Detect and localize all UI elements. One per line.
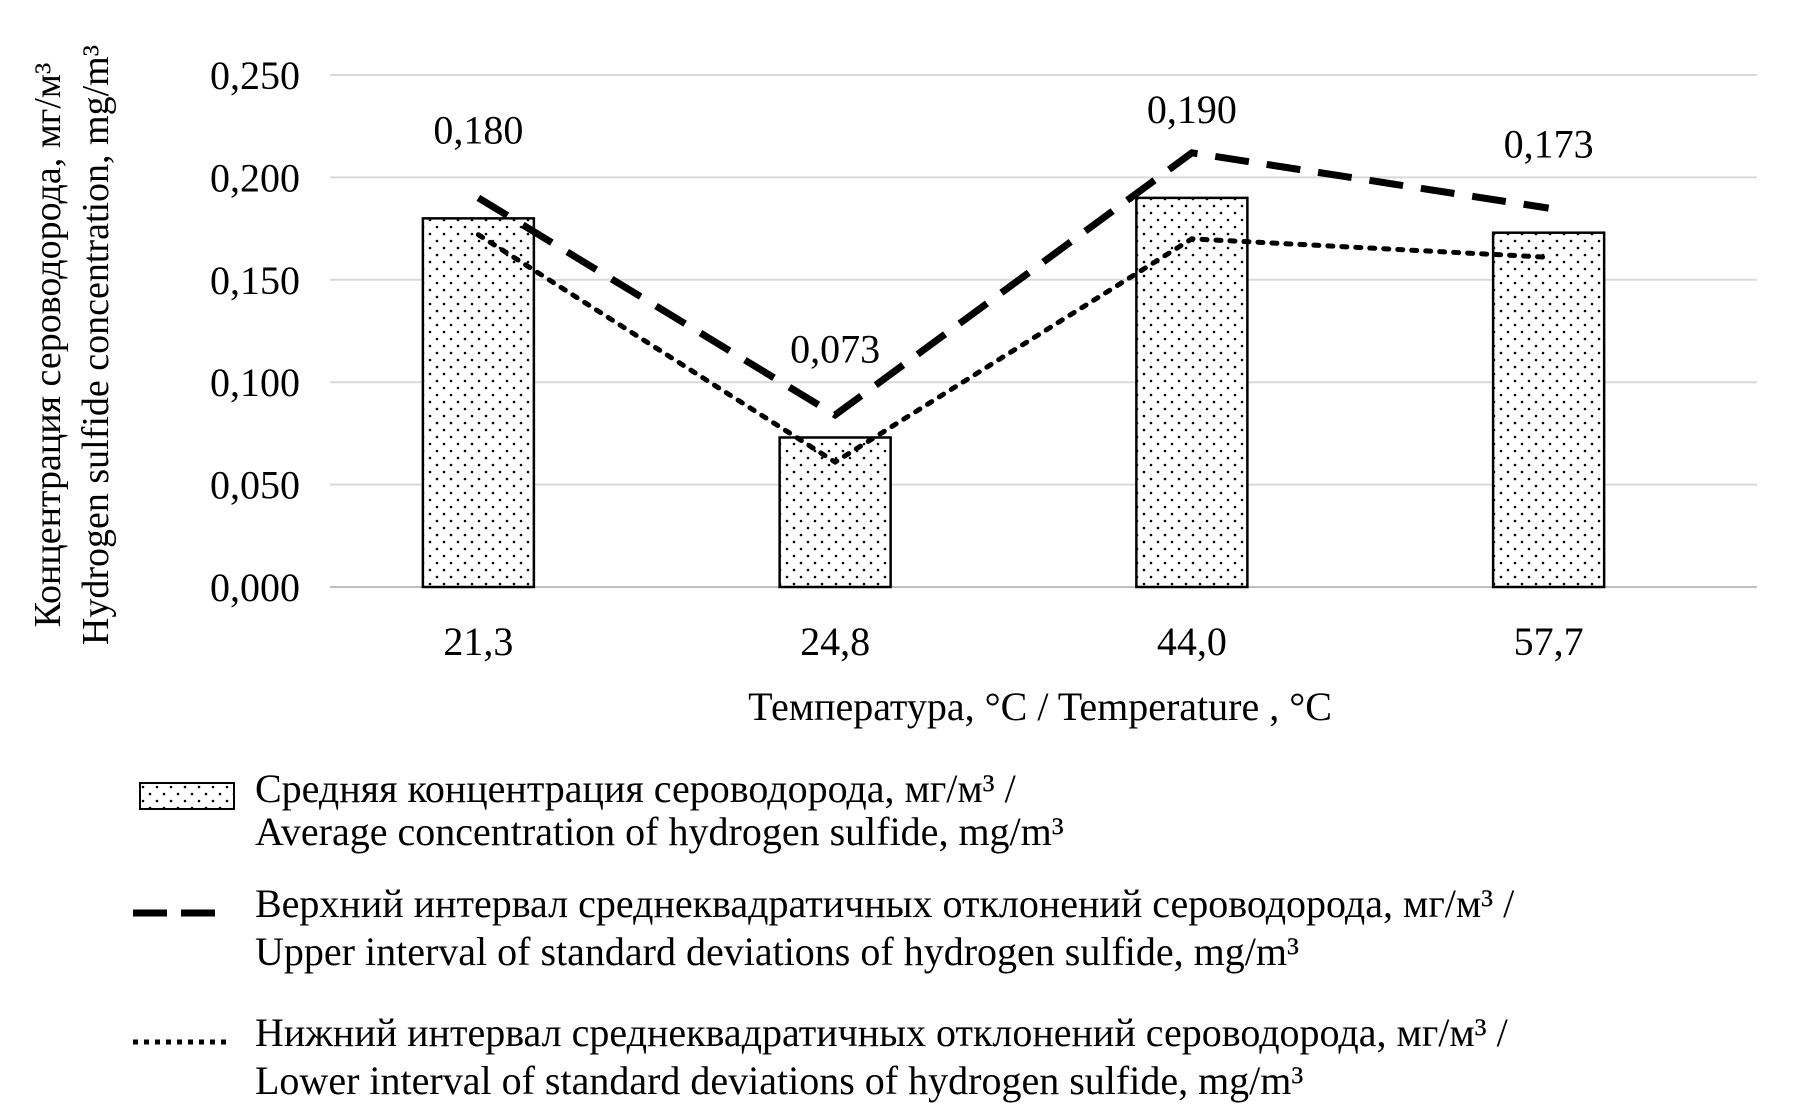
legend-item-lower: Нижний интервал среднеквадратичных откло…: [133, 1010, 1509, 1103]
legend-item-average: Средняя концентрация сероводорода, мг/м³…: [139, 766, 1064, 854]
data-label: 0,190: [1147, 87, 1237, 132]
legend-label: Average concentration of hydrogen sulfid…: [255, 809, 1064, 854]
legend-label: Нижний интервал среднеквадратичных откло…: [255, 1010, 1509, 1055]
data-label: 0,073: [790, 326, 880, 371]
x-tick-label: 44,0: [1157, 619, 1227, 664]
legend-label: Средняя концентрация сероводорода, мг/м³…: [255, 766, 1017, 811]
series-lines: [475, 149, 1552, 466]
data-label: 0,173: [1504, 122, 1594, 167]
legend-label: Upper interval of standard deviations of…: [255, 929, 1299, 974]
y-tick-label: 0,100: [210, 360, 300, 405]
y-tick-label: 0,050: [210, 463, 300, 508]
legend-swatch-bar: [139, 782, 235, 810]
bar: [1135, 196, 1249, 589]
x-tick-labels: 21,3 24,8 44,0 57,7: [443, 619, 1583, 664]
y-tick-label: 0,000: [210, 565, 300, 610]
x-tick-label: 57,7: [1514, 619, 1584, 664]
legend-item-upper: Верхний интервал среднеквадратичных откл…: [133, 881, 1515, 974]
legend-label: Lower interval of standard deviations of…: [255, 1058, 1303, 1103]
y-axis-label-1: Концентрация сероводорода, мг/м³: [27, 63, 69, 628]
legend: Средняя концентрация сероводорода, мг/м³…: [133, 766, 1515, 1103]
series-line-upper: [476, 149, 1550, 420]
x-tick-label: 24,8: [800, 619, 870, 664]
y-tick-label: 0,250: [210, 53, 300, 98]
bars: [421, 196, 1606, 589]
x-axis-label: Температура, °C / Temperature , °C: [748, 684, 1332, 729]
series-line-lower: [475, 232, 1552, 466]
data-label: 0,180: [433, 107, 523, 152]
y-tick-label: 0,150: [210, 258, 300, 303]
bar: [1491, 231, 1606, 589]
y-tick-labels: 0,000 0,050 0,100 0,150 0,200 0,250: [210, 53, 300, 610]
y-tick-label: 0,200: [210, 155, 300, 200]
x-tick-label: 21,3: [443, 619, 513, 664]
data-labels: 0,180 0,073 0,190 0,173: [433, 87, 1593, 372]
legend-label: Верхний интервал среднеквадратичных откл…: [255, 881, 1515, 926]
bar: [421, 217, 536, 589]
y-axis-label-2: Hydrogen sulfide concentration, mg/m³: [75, 45, 117, 645]
